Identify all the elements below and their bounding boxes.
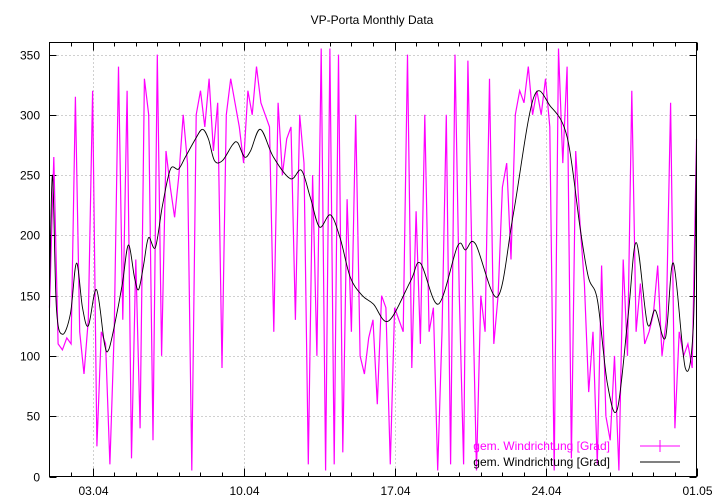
y-tick-label: 200 [20, 229, 40, 243]
x-tick-label: 17.04 [380, 484, 410, 498]
x-tick-label: 01.05 [682, 484, 712, 498]
y-tick-label: 0 [33, 471, 40, 485]
legend: gem. Windrichtung [Grad] gem. Windrichtu… [473, 439, 680, 469]
y-tick-label: 350 [20, 49, 40, 63]
x-tick-label: 03.04 [78, 484, 108, 498]
y-tick-label: 150 [20, 290, 40, 304]
series-group [48, 48, 698, 471]
y-tick-label: 250 [20, 169, 40, 183]
legend-label-raw: gem. Windrichtung [Grad] [473, 439, 610, 453]
axis-ticks: 0 50 100 150 200 250 300 350 03.04 10.04 17.04 24.0… [20, 42, 713, 498]
y-tick-label: 100 [20, 350, 40, 364]
series-smoothed-line [49, 90, 697, 413]
legend-label-smoothed: gem. Windrichtung [Grad] [473, 455, 610, 469]
y-tick-label: 300 [20, 109, 40, 123]
chart-title: VP-Porta Monthly Data [311, 13, 434, 27]
plot-border [49, 42, 697, 477]
grid-lines [49, 42, 697, 477]
x-tick-label: 24.04 [531, 484, 561, 498]
y-tick-label: 50 [27, 410, 41, 424]
x-tick-label: 10.04 [229, 484, 259, 498]
series-raw-line [48, 48, 698, 471]
